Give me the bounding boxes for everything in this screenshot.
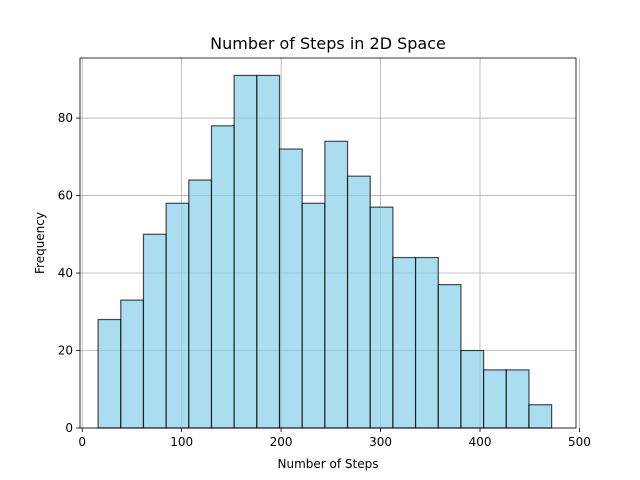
bars (97, 74, 553, 429)
histogram-bar (369, 206, 394, 429)
chart-title: Number of Steps in 2D Space (210, 34, 446, 53)
plot-frame (79, 57, 577, 429)
histogram-bar (414, 256, 439, 429)
y-tick-label: 40 (58, 266, 73, 280)
histogram-bar (324, 140, 349, 429)
y-axis-label: Frequency (33, 212, 47, 274)
x-tick-label: 500 (568, 435, 591, 449)
histogram-bar (346, 175, 371, 429)
x-tick-label: 200 (270, 435, 293, 449)
histogram-bar (97, 318, 122, 429)
histogram-bar (278, 148, 303, 429)
histogram-bar (188, 179, 213, 429)
histogram-bar (210, 125, 235, 429)
histogram-bar (460, 349, 485, 429)
histogram-bar (233, 74, 258, 429)
histogram-bar (528, 404, 553, 429)
x-tick-label: 100 (170, 435, 193, 449)
x-axis-ticks: 0 100 200 300 400 500 (78, 428, 591, 449)
histogram-bar (505, 369, 530, 429)
y-tick-label: 0 (65, 421, 73, 435)
histogram-bar (142, 233, 167, 429)
y-axis-ticks: 0 20 40 60 80 (58, 111, 80, 435)
x-axis-label: Number of Steps (278, 457, 379, 471)
histogram-bar (120, 299, 145, 429)
y-tick-label: 80 (58, 111, 73, 125)
histogram-bar (165, 202, 190, 429)
x-tick-label: 300 (369, 435, 392, 449)
histogram-bar (483, 369, 507, 429)
histogram-bar (392, 256, 417, 429)
x-tick-label: 400 (469, 435, 492, 449)
x-tick-label: 0 (78, 435, 86, 449)
histogram-bar (256, 74, 281, 429)
histogram-bar (437, 284, 462, 429)
y-tick-label: 60 (58, 189, 73, 203)
y-tick-label: 20 (58, 344, 73, 358)
histogram-bar (301, 202, 326, 429)
